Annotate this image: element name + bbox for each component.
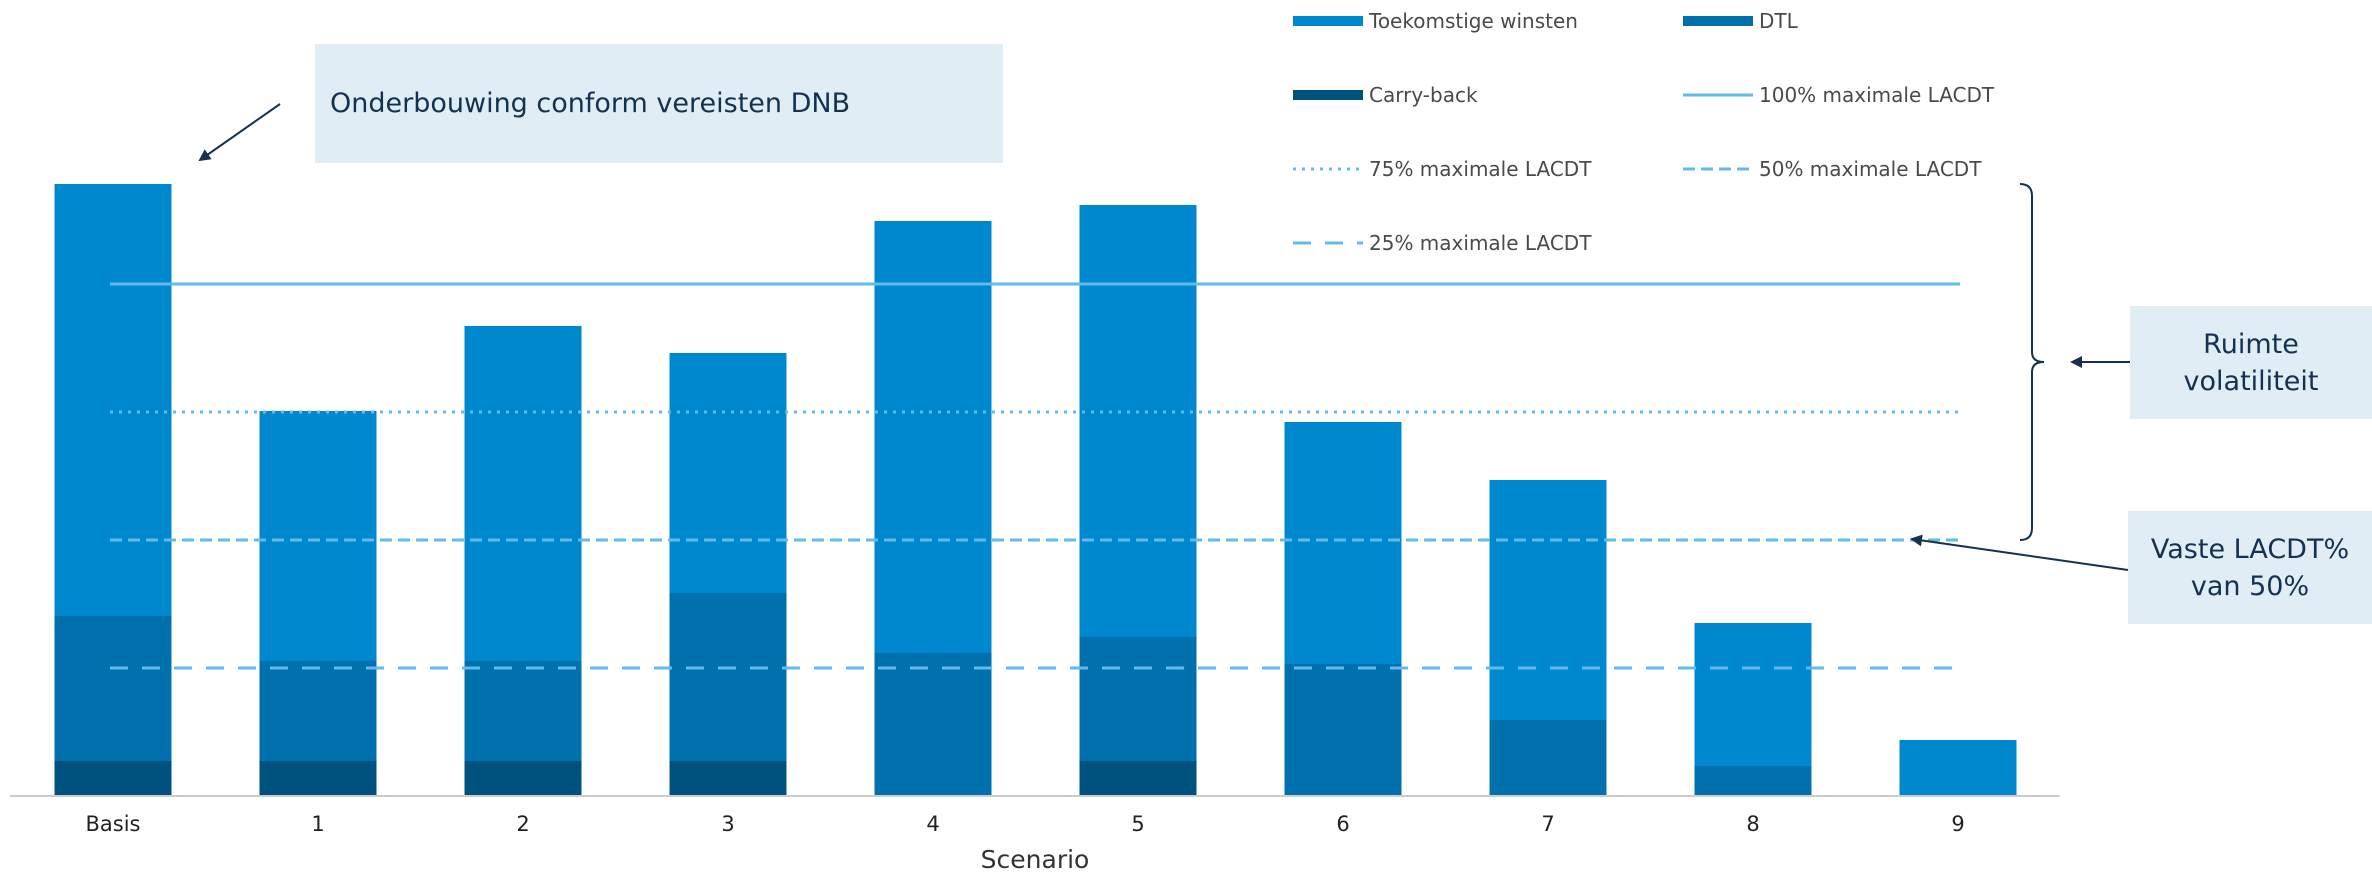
bar-dtl-8: [1694, 766, 1812, 796]
legend-label-50-maximale-lacdt: 50% maximale LACDT: [1759, 157, 1982, 181]
legend-swatch-carry-back: [1293, 90, 1363, 100]
bar-dtl-6: [1284, 664, 1402, 796]
callout-ruimte-line1: Ruimte: [2203, 328, 2299, 360]
bar-toekomstige-winsten-7: [1489, 480, 1607, 720]
callout-vaste-lacdt: Vaste LACDT% van 50%: [2128, 511, 2372, 624]
bar-dtl-3: [669, 593, 787, 761]
bar-toekomstige-winsten-1: [259, 411, 377, 661]
bar-dtl-basis: [54, 616, 172, 761]
legend-label-25-maximale-lacdt: 25% maximale LACDT: [1369, 231, 1592, 255]
bar-carry-back-1: [259, 761, 377, 796]
callout-vaste-line2: van 50%: [2190, 570, 2310, 602]
volatility-brace: [2019, 183, 2045, 541]
x-tick-label-6: 6: [1336, 812, 1349, 836]
bar-dtl-4: [874, 653, 992, 796]
callout-ruimte-line2: volatiliteit: [2183, 365, 2319, 397]
x-tick-label-1: 1: [311, 812, 324, 836]
x-tick-label-basis: Basis: [86, 812, 141, 836]
bar-carry-back-5: [1079, 761, 1197, 796]
legend-label-carry-back: Carry-back: [1369, 83, 1478, 107]
legend-swatch-toekomstige-winsten: [1293, 16, 1363, 26]
bar-carry-back-2: [464, 761, 582, 796]
bar-toekomstige-winsten-2: [464, 326, 582, 661]
legend-label-75-maximale-lacdt: 75% maximale LACDT: [1369, 157, 1592, 181]
dnb-arrow: [198, 103, 281, 162]
legend-swatch-dtl: [1683, 16, 1753, 26]
bar-toekomstige-winsten-basis: [54, 184, 172, 616]
x-axis-title: Scenario: [981, 845, 1090, 873]
x-tick-label-5: 5: [1131, 812, 1144, 836]
x-tick-label-4: 4: [926, 812, 939, 836]
x-tick-label-8: 8: [1746, 812, 1759, 836]
legend-label-toekomstige-winsten: Toekomstige winsten: [1368, 9, 1578, 33]
legend-label-100-maximale-lacdt: 100% maximale LACDT: [1759, 83, 1995, 107]
legend-label-dtl: DTL: [1759, 9, 1799, 33]
callout-ruimte-volatiliteit: Ruimte volatiliteit: [2130, 306, 2372, 419]
x-tick-labels: Basis 1 2 3 4 5 6 7 8 9: [86, 812, 1965, 836]
bar-dtl-1: [259, 661, 377, 761]
bar-toekomstige-winsten-5: [1079, 205, 1197, 637]
bar-carry-back-basis: [54, 761, 172, 796]
legend: Toekomstige winsten DTL Carry-back 100% max…: [1293, 9, 1995, 255]
x-tick-label-9: 9: [1951, 812, 1964, 836]
bar-toekomstige-winsten-8: [1694, 623, 1812, 766]
callout-vaste-line1: Vaste LACDT%: [2150, 533, 2350, 565]
bar-toekomstige-winsten-3: [669, 353, 787, 593]
bars-layer: [54, 184, 2017, 796]
bar-dtl-2: [464, 661, 582, 761]
bar-dtl-5: [1079, 637, 1197, 761]
x-tick-label-2: 2: [516, 812, 529, 836]
bar-toekomstige-winsten-4: [874, 221, 992, 653]
bar-carry-back-3: [669, 761, 787, 796]
callout-dnb: Onderbouwing conform vereisten DNB: [315, 44, 1003, 163]
bar-dtl-7: [1489, 720, 1607, 796]
x-tick-label-3: 3: [721, 812, 734, 836]
vaste-arrow: [1910, 534, 2129, 571]
x-tick-label-7: 7: [1541, 812, 1554, 836]
reference-lines-layer: [110, 282, 1960, 670]
bar-toekomstige-winsten-9: [1899, 740, 2017, 796]
bar-toekomstige-winsten-6: [1284, 422, 1402, 664]
